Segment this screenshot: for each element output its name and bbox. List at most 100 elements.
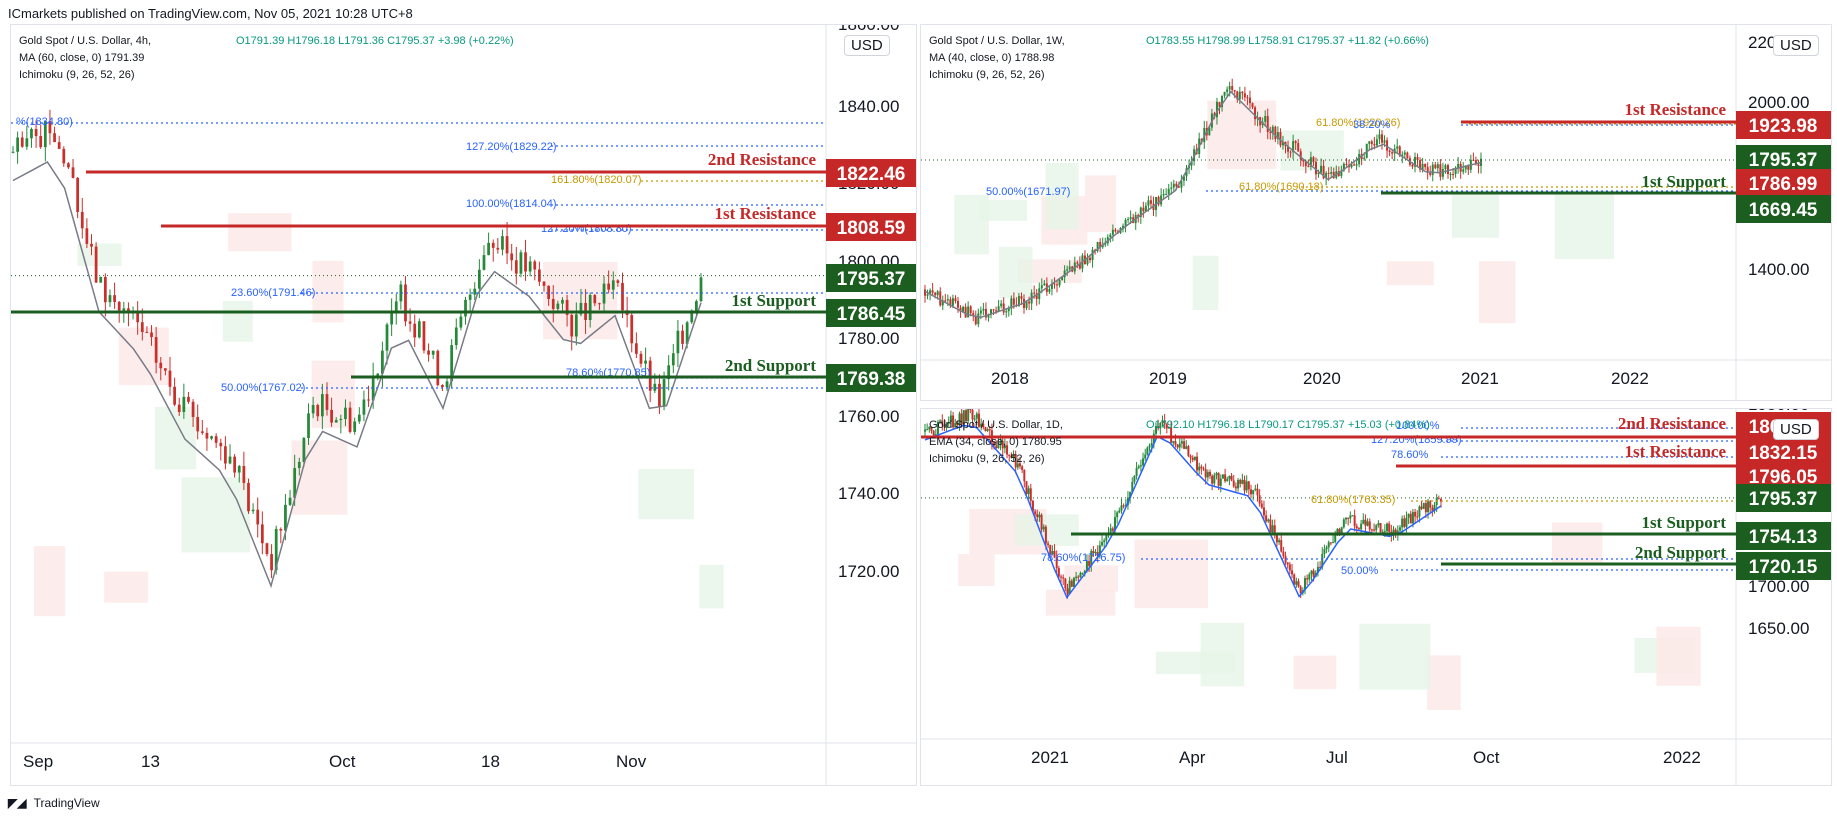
chart-panel-1w[interactable]: 2200.002000.001400.002018201920202021202… [920,24,1832,401]
price-tag-label: 1669.45 [1749,200,1818,221]
candle-body [1049,545,1052,555]
candle-body [1276,132,1279,140]
candle-body [1280,540,1283,552]
x-tick-label: Oct [1473,748,1500,767]
legend-ichimoku: Ichimoku (9, 26, 52, 26) [19,69,135,81]
candle-body [1368,521,1371,530]
y-tick-label: 1950.00 [1748,409,1809,414]
candle-body [1426,167,1429,173]
publisher-header: ICmarkets published on TradingView.com, … [8,6,413,21]
candle-body [320,394,324,417]
tradingview-logo-icon: ◤◢ [8,796,27,810]
candle-body [1063,270,1066,278]
candle-body [399,284,403,302]
candle-body [1431,164,1434,175]
currency-button[interactable]: USD [844,35,890,56]
candle-body [413,323,417,338]
candle-body [946,299,949,301]
price-tag [1736,169,1831,197]
candle-body [947,421,950,424]
currency-button[interactable]: USD [1773,419,1819,440]
candle-body [103,277,107,303]
candle-body [971,409,974,420]
candle-body [1237,479,1240,489]
candle-body [965,410,968,422]
candle-body [71,167,75,178]
candle-body [1457,163,1460,168]
level-label: 1st Resistance [1624,100,1726,119]
fib-level-label: 61.80%(1690.18) [1239,181,1323,193]
candle-body [1010,455,1013,458]
candle-body [1062,577,1065,579]
candle-body [644,360,647,364]
candle-body [117,301,121,311]
candle-body [1243,479,1246,491]
candle-body [1088,561,1091,566]
candle-body [1137,214,1140,218]
candle-body [1297,581,1300,587]
chart-4h-svg[interactable]: 1860.001840.001820.001800.001780.001760.… [11,25,916,785]
candle-body [1345,517,1348,520]
candle-body [311,405,315,414]
candle-body [1075,576,1078,578]
candle-body [288,497,292,505]
candle-body [588,295,592,320]
candle-body [1221,95,1224,108]
candle-body [1111,229,1114,235]
currency-button[interactable]: USD [1773,35,1819,56]
candle-body [1089,257,1092,261]
candle-body [1416,516,1419,518]
candle-body [173,386,176,405]
candle-body [1320,165,1323,173]
candle-body [1429,172,1432,175]
candle-body [1365,143,1368,158]
candle-body [1357,528,1360,530]
candle-body [1200,466,1203,469]
candle-body [1014,454,1017,468]
candle-body [367,399,370,401]
chart-panel-4h[interactable]: 1860.001840.001820.001800.001780.001760.… [10,24,917,786]
candle-body [214,436,218,443]
candle-body [984,427,987,431]
candle-body [1217,473,1220,486]
chart-1d-svg[interactable]: 1950.001900.001700.001650.002021AprJulOc… [921,409,1831,785]
candle-body [1038,514,1041,518]
candle-body [1118,510,1121,513]
fib-level-label: 38.20% [1353,119,1391,131]
candle-body [972,313,975,317]
candle-body [404,284,407,322]
candle-body [1355,164,1358,166]
y-tick-label: 1720.00 [838,562,899,581]
candle-body [671,353,675,366]
candle-body [1142,207,1145,212]
candle-body [76,177,80,212]
candle-body [1424,163,1427,168]
ichimoku-cloud [1551,522,1603,563]
candle-body [1040,514,1043,530]
candle-body [943,424,946,428]
fib-level-label: 50.00% [1341,565,1379,577]
candle-body [1407,513,1410,518]
chart-1w-svg[interactable]: 2200.002000.001400.002018201920202021202… [921,25,1831,400]
candle-body [1271,126,1274,133]
candle-body [1176,444,1179,448]
candle-body [975,413,978,419]
price-tag-label: 1923.98 [1749,116,1818,137]
candle-body [1308,574,1311,580]
chart-panel-1d[interactable]: 1950.001900.001700.001650.002021AprJulOc… [920,408,1832,786]
candle-body [344,407,347,420]
candle-body [1028,301,1031,304]
legend-symbol: Gold Spot / U.S. Dollar, 1W, [929,35,1065,47]
candle-body [1401,154,1404,156]
candle-body [1103,540,1106,543]
ichimoku-cloud [222,301,253,342]
candle-body [1167,188,1170,194]
candle-body [1310,570,1313,575]
ichimoku-cloud [1192,255,1219,310]
candle-body [974,316,977,325]
candle-body [1350,164,1353,168]
candle-body [1383,140,1386,143]
candle-body [1306,578,1309,580]
candle-body [1319,566,1322,568]
candle-body [464,299,467,317]
